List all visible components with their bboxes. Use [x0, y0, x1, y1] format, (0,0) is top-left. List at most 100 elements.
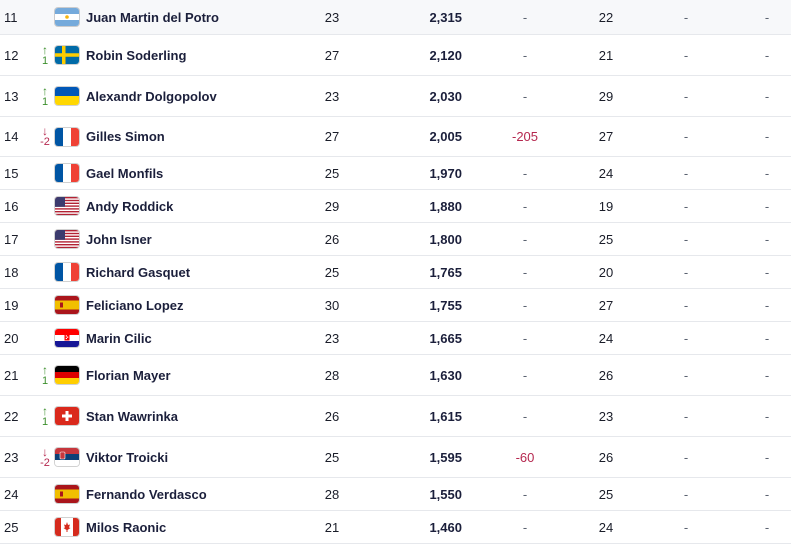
points-movement: - [522, 88, 528, 104]
player-row[interactable]: 14 ↓ -2 Gilles Simon 27 2,005 -205 27 - … [0, 117, 791, 157]
player-name[interactable]: Juan Martin del Potro [86, 9, 219, 25]
player-age: 29 [324, 198, 340, 214]
rank-value: 19 [4, 297, 19, 313]
player-age: 26 [324, 231, 340, 247]
player-row[interactable]: 17 John Isner 26 1,800 - 25 - - [0, 223, 791, 256]
player-name[interactable]: Robin Soderling [86, 47, 187, 63]
tournaments-played: 26 [598, 367, 614, 383]
player-row[interactable]: 18 Richard Gasquet 25 1,765 - 20 - - [0, 256, 791, 289]
rank-value: 20 [4, 330, 19, 346]
player-name[interactable]: Gilles Simon [86, 129, 165, 144]
movement-value: 1 [41, 95, 49, 108]
player-name[interactable]: Feliciano Lopez [86, 297, 184, 313]
points-dropping: - [683, 129, 689, 144]
player-age: 23 [324, 88, 340, 104]
player-name[interactable]: Stan Wawrinka [86, 408, 178, 424]
player-name[interactable]: John Isner [86, 231, 152, 247]
tournaments-played: 29 [598, 88, 614, 104]
ukraine-flag-icon [55, 87, 79, 105]
ranking-points: 1,460 [429, 519, 462, 535]
points-movement: - [522, 486, 528, 502]
player-name[interactable]: Alexandr Dolgopolov [86, 88, 217, 104]
points-dropping: - [683, 408, 689, 424]
points-movement: -205 [511, 129, 539, 144]
rank-value: 17 [4, 231, 19, 247]
points-dropping: - [683, 519, 689, 535]
ranking-points: 2,005 [429, 129, 462, 144]
rank-movement: ↑ 1 [36, 396, 54, 436]
movement-arrow-icon: ↓ [42, 124, 48, 138]
player-row[interactable]: 16 Andy Roddick 29 1,880 - 19 - - [0, 190, 791, 223]
next-best: - [764, 129, 770, 144]
tournaments-played: 19 [598, 198, 614, 214]
next-best: - [764, 367, 770, 383]
movement-arrow-icon: ↑ [42, 403, 48, 418]
points-dropping: - [683, 330, 689, 346]
player-row[interactable]: 23 ↓ -2 Viktor Troicki 25 1,595 -60 26 -… [0, 437, 791, 478]
points-dropping: - [683, 88, 689, 104]
movement-value: 1 [41, 415, 49, 428]
player-name[interactable]: Milos Raonic [86, 519, 167, 535]
ranking-points: 2,030 [429, 88, 462, 104]
player-row[interactable]: 13 ↑ 1 Alexandr Dolgopolov 23 2,030 - 29… [0, 76, 791, 117]
points-dropping: - [683, 297, 689, 313]
player-name[interactable]: Andy Roddick [86, 198, 174, 214]
player-name[interactable]: Fernando Verdasco [86, 486, 207, 502]
next-best: - [764, 297, 770, 313]
player-name[interactable]: Richard Gasquet [86, 264, 191, 280]
next-best: - [764, 264, 770, 280]
points-dropping: - [683, 264, 689, 280]
argentina-flag-icon [55, 8, 79, 26]
ranking-points: 2,315 [429, 9, 462, 25]
player-row[interactable]: 11 Juan Martin del Potro 23 2,315 - 22 -… [0, 0, 791, 35]
next-best: - [764, 486, 770, 502]
tournaments-played: 21 [598, 47, 614, 63]
movement-arrow-icon: ↑ [42, 83, 48, 98]
usa-flag-icon [55, 197, 79, 215]
next-best: - [764, 408, 770, 424]
player-row[interactable]: 22 ↑ 1 Stan Wawrinka 26 1,615 - 23 - - [0, 396, 791, 437]
points-movement: - [522, 330, 528, 346]
player-name[interactable]: Viktor Troicki [86, 449, 169, 465]
next-best: - [764, 330, 770, 346]
rank-movement: ↑ 1 [36, 355, 54, 395]
next-best: - [764, 9, 770, 25]
tournaments-played: 26 [598, 449, 614, 465]
player-row[interactable]: 24 Fernando Verdasco 28 1,550 - 25 - - [0, 478, 791, 511]
player-age: 27 [324, 47, 340, 63]
points-dropping: - [683, 9, 689, 25]
player-row[interactable]: 19 Feliciano Lopez 30 1,755 - 27 - - [0, 289, 791, 322]
player-row[interactable]: 20 Marin Cilic 23 1,665 - 24 - - [0, 322, 791, 355]
rank-value: 23 [4, 449, 19, 465]
movement-value: -2 [40, 456, 50, 469]
player-row[interactable]: 25 Milos Raonic 21 1,460 - 24 - - [0, 511, 791, 544]
movement-value: 1 [41, 374, 49, 387]
player-age: 23 [324, 9, 340, 25]
points-dropping: - [683, 367, 689, 383]
player-name[interactable]: Marin Cilic [86, 330, 152, 346]
ranking-points: 1,880 [429, 198, 462, 214]
france-flag-icon [55, 164, 79, 182]
rank-value: 12 [4, 47, 19, 63]
movement-arrow-icon: ↓ [42, 444, 48, 459]
player-name[interactable]: Gael Monfils [86, 165, 164, 181]
ranking-points: 1,800 [429, 231, 462, 247]
germany-flag-icon [55, 366, 79, 384]
rank-movement: ↓ -2 [36, 437, 54, 477]
points-movement: -60 [515, 449, 535, 465]
ranking-points: 1,595 [429, 449, 462, 465]
points-dropping: - [683, 47, 689, 63]
player-age: 28 [324, 486, 340, 502]
movement-value: -2 [40, 136, 50, 148]
player-age: 26 [324, 408, 340, 424]
ranking-points: 2,120 [429, 47, 462, 63]
rank-value: 22 [4, 408, 19, 424]
points-dropping: - [683, 486, 689, 502]
player-row[interactable]: 12 ↑ 1 Robin Soderling 27 2,120 - 21 - - [0, 35, 791, 76]
player-name[interactable]: Florian Mayer [86, 367, 171, 383]
next-best: - [764, 165, 770, 181]
player-row[interactable]: 15 Gael Monfils 25 1,970 - 24 - - [0, 157, 791, 190]
sweden-flag-icon [55, 46, 79, 64]
rank-movement: ↓ -2 [36, 117, 54, 156]
player-row[interactable]: 21 ↑ 1 Florian Mayer 28 1,630 - 26 - - [0, 355, 791, 396]
